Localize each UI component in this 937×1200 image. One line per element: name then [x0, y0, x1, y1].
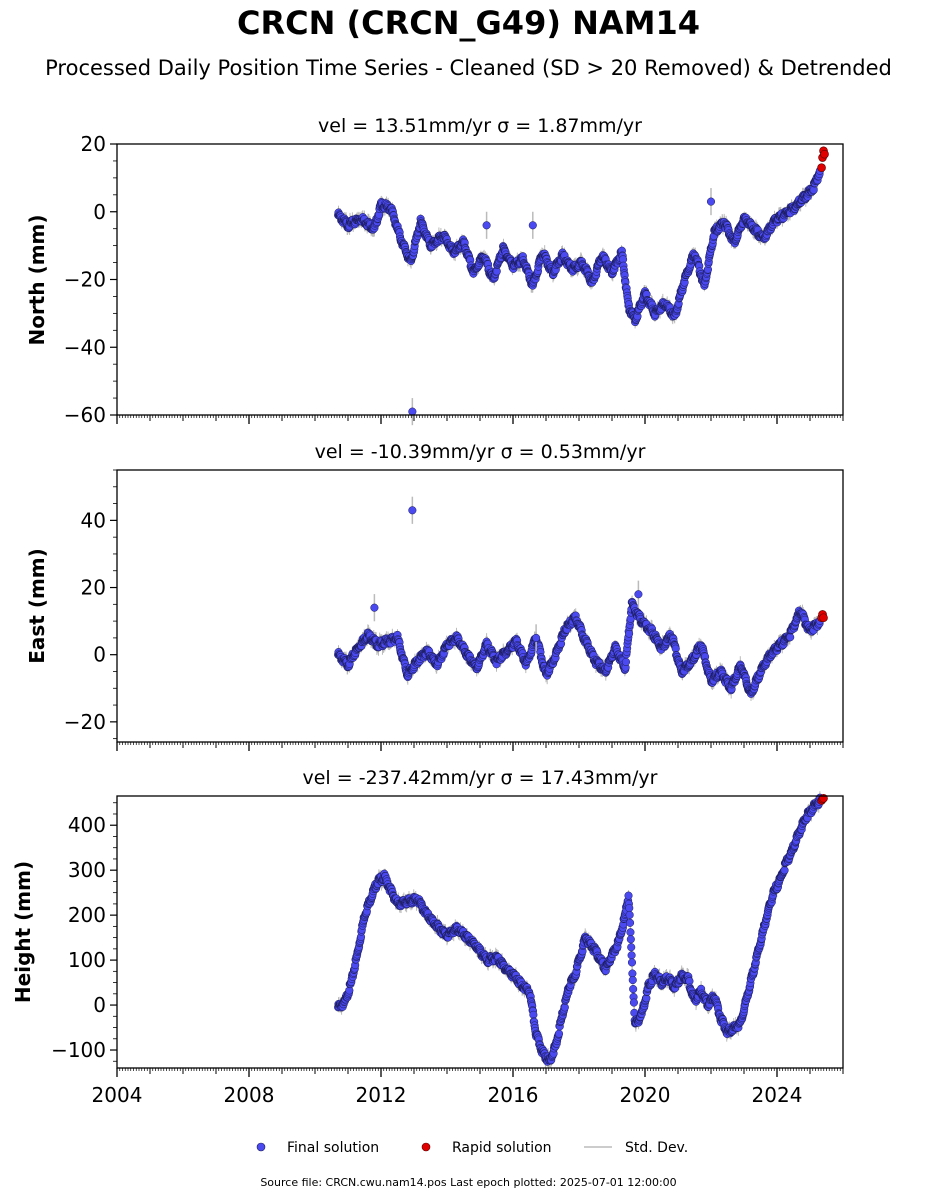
final-solution-point — [621, 657, 631, 666]
north-panel-title: vel = 13.51mm/yr σ = 1.87mm/yr — [318, 115, 642, 137]
final-solution-point — [482, 221, 491, 230]
east-y-axis-label: East (mm) — [25, 548, 49, 664]
plot-frame — [116, 143, 844, 416]
y-tick-label: 0 — [93, 200, 106, 224]
north-plot-area: −60 −40 −20 0 20 — [64, 132, 844, 427]
page-subtitle: Processed Daily Position Time Series - C… — [45, 56, 892, 80]
north-y-axis-label: North (mm) — [25, 214, 49, 345]
y-tick-label: −60 — [64, 403, 106, 427]
east-panel-title: vel = -10.39mm/yr σ = 0.53mm/yr — [315, 441, 646, 463]
y-tick-label: −40 — [64, 335, 106, 359]
final-solution-point — [706, 197, 716, 206]
rapid-solution-point — [820, 149, 829, 159]
rapid-solution-point — [817, 163, 826, 173]
y-tick-label: 20 — [81, 132, 106, 156]
final-solution-point — [528, 221, 537, 230]
final-solution-point — [408, 407, 417, 416]
y-tick-label: −20 — [64, 268, 106, 292]
east-panel: vel = -10.39mm/yr σ = 0.53mm/yr East (mm… — [25, 441, 844, 751]
north-panel: vel = 13.51mm/yr σ = 1.87mm/yr North (mm… — [25, 115, 844, 427]
page-title: CRCN (CRCN_G49) NAM14 — [236, 4, 701, 42]
